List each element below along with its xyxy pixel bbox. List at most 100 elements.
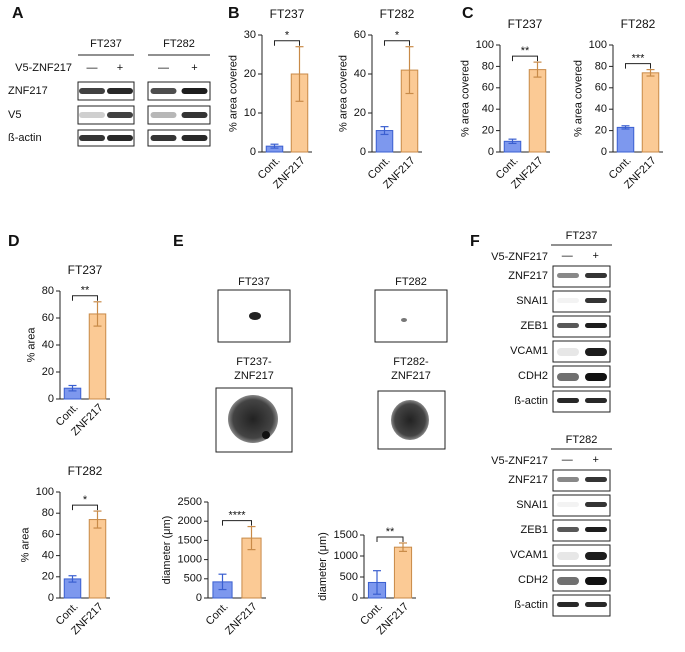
chart-title: FT282	[68, 464, 103, 478]
y-tick-label: 1500	[334, 529, 358, 541]
y-tick-label: 0	[48, 592, 54, 604]
cell-line: FT237	[566, 230, 598, 242]
blot-box	[552, 544, 611, 567]
bar	[616, 126, 635, 153]
row-label: CDH2	[518, 370, 548, 382]
y-tick-label: 100	[589, 39, 607, 51]
row-label: SNAI1	[516, 499, 548, 511]
y-tick-label: 0	[488, 146, 494, 158]
y-tick-label: 10	[244, 107, 256, 119]
blot-box	[147, 129, 211, 147]
y-tick-label: 1000	[178, 554, 202, 566]
blot-box	[552, 390, 611, 413]
blot-box	[552, 469, 611, 492]
band	[79, 112, 105, 118]
y-tick-label: 2000	[178, 515, 202, 527]
blot-box	[552, 340, 611, 363]
blot-box	[147, 81, 211, 101]
y-axis-label: % area covered	[459, 60, 471, 137]
image-label: FT237-	[236, 356, 272, 368]
significance: ***	[632, 53, 646, 65]
band	[585, 527, 607, 532]
significance-bracket	[625, 63, 651, 69]
bar	[88, 313, 107, 400]
band	[107, 135, 133, 141]
band	[150, 88, 177, 94]
significance-bracket	[274, 40, 300, 46]
y-tick-label: 0	[48, 393, 54, 405]
row-label: ZEB1	[520, 320, 548, 332]
band	[585, 477, 607, 482]
image-label: ZNF217	[234, 370, 274, 382]
lane-label: —	[87, 62, 98, 74]
significance-bracket	[72, 504, 98, 511]
y-tick-label: 20	[482, 125, 494, 137]
cell-line: FT237	[90, 38, 122, 50]
band	[585, 577, 607, 585]
y-axis-label: % area covered	[228, 55, 240, 132]
chart-title: FT237	[508, 17, 543, 31]
y-axis-label: % area	[26, 327, 38, 363]
y-tick-label: 40	[595, 103, 607, 115]
y-axis-label: % area covered	[338, 55, 350, 132]
y-tick-label: 20	[244, 68, 256, 80]
image-frame	[374, 289, 448, 343]
chart-title: FT237	[68, 263, 103, 277]
band	[150, 135, 177, 141]
y-tick-label: 80	[595, 60, 607, 72]
row-label: CDH2	[518, 574, 548, 586]
lane-label: —	[562, 250, 573, 262]
significance: **	[521, 45, 530, 57]
panel-label: C	[462, 5, 474, 22]
band	[557, 273, 579, 278]
y-tick-label: 20	[354, 107, 366, 119]
y-tick-label: 100	[36, 486, 54, 498]
y-tick-label: 100	[476, 39, 494, 51]
y-tick-label: 60	[595, 82, 607, 94]
y-tick-label: 80	[42, 507, 54, 519]
band	[585, 373, 607, 381]
y-tick-label: 0	[250, 146, 256, 158]
significance: *	[285, 30, 290, 42]
image-label: FT282-	[393, 356, 429, 368]
y-tick-label: 0	[601, 146, 607, 158]
y-tick-label: 40	[42, 550, 54, 562]
blot-box	[552, 315, 611, 338]
image-label: FT237	[238, 276, 270, 288]
y-axis-label: diameter (μm)	[161, 516, 173, 585]
panel-label: F	[470, 233, 480, 250]
panel-label: B	[228, 5, 240, 22]
significance-bracket	[512, 55, 538, 62]
colony	[401, 318, 407, 322]
y-tick-label: 1000	[334, 550, 358, 562]
significance-bracket	[376, 536, 404, 542]
significance-bracket	[222, 520, 252, 526]
row-label: ZNF217	[8, 85, 48, 97]
band	[181, 88, 208, 94]
row-label: ß-actin	[8, 132, 42, 144]
panel-label: A	[12, 5, 24, 22]
band	[585, 273, 607, 278]
lane-label: —	[158, 62, 169, 74]
band	[79, 88, 105, 94]
lane-label: +	[593, 454, 599, 466]
band	[585, 348, 607, 356]
y-tick-label: 500	[340, 571, 358, 583]
panel-label: D	[8, 233, 20, 250]
y-tick-label: 20	[595, 125, 607, 137]
y-tick-label: 30	[244, 29, 256, 41]
band	[585, 502, 607, 507]
y-tick-label: 500	[184, 573, 202, 585]
y-tick-label: 0	[352, 592, 358, 604]
y-tick-label: 60	[42, 528, 54, 540]
y-tick-label: 40	[482, 103, 494, 115]
lane-label: +	[191, 62, 197, 74]
band	[557, 577, 579, 585]
band	[585, 552, 607, 560]
band	[557, 373, 579, 381]
band	[557, 477, 579, 482]
band	[585, 398, 607, 403]
y-tick-label: 80	[42, 285, 54, 297]
blot-box	[147, 105, 211, 125]
